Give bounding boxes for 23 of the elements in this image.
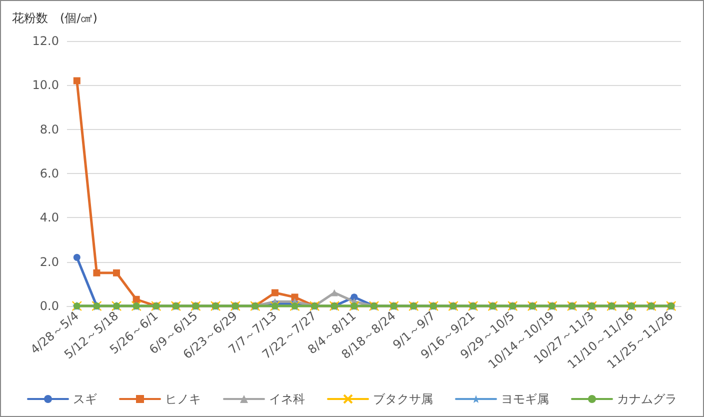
point (93, 269, 100, 276)
point (350, 294, 358, 301)
legend-label: ブタクサ属 (373, 392, 433, 406)
point (291, 294, 298, 301)
y-tick-label: 4.0 (40, 210, 59, 225)
legend-label: スギ (73, 392, 97, 406)
point (330, 289, 338, 296)
point (73, 77, 80, 84)
y-tick-label: 12.0 (32, 34, 59, 48)
y-tick-label: 10.0 (32, 78, 59, 92)
point (113, 269, 120, 276)
y-axis-title: 花粉数 (個/㎠) (12, 11, 98, 25)
point (73, 254, 80, 261)
y-tick-label: 6.0 (40, 166, 59, 180)
legend-label: イネ科 (269, 392, 305, 406)
point (132, 296, 140, 303)
legend-label: ヨモギ属 (501, 392, 549, 406)
legend-label: ヒノキ (165, 392, 201, 406)
legend-label: カナムグラ (617, 392, 677, 406)
y-tick-label: 0.0 (40, 299, 59, 313)
point (271, 289, 278, 296)
y-tick-label: 8.0 (40, 122, 59, 136)
y-tick-label: 2.0 (40, 254, 59, 269)
